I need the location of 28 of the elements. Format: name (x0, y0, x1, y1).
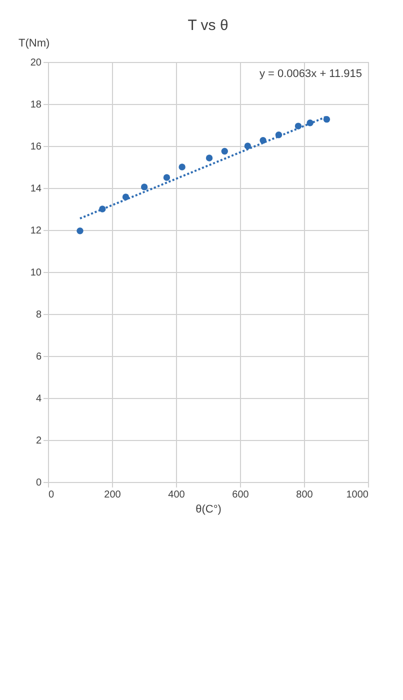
y-tick-label: 14 (30, 184, 42, 194)
point (244, 142, 252, 150)
chart-title: T vs θ (188, 17, 228, 34)
y-tick-label: 10 (30, 268, 42, 278)
y-tick-label: 8 (36, 310, 42, 320)
point (178, 164, 186, 170)
y-tick-label: 20 (30, 58, 42, 68)
annotation: y = 0.0063x + 11.915 (259, 68, 362, 80)
y-tick-label: 6 (36, 352, 42, 362)
point (140, 184, 148, 190)
y-tick-label: 12 (30, 226, 42, 236)
y-tick-label: 0 (36, 478, 42, 488)
x-tick-label: 0 (48, 490, 54, 500)
y-tick-label: 4 (36, 394, 42, 404)
y-tick-label: 2 (36, 436, 42, 446)
y-tick-label: 18 (30, 100, 42, 110)
x-tick-label: 200 (104, 490, 122, 500)
point (221, 148, 228, 155)
x-tick-label: 400 (168, 490, 186, 500)
point (76, 227, 84, 234)
x-tick-label: 1000 (346, 490, 369, 500)
x-tick-label: 600 (232, 490, 250, 500)
y-tick-label: 16 (30, 142, 42, 152)
point (163, 174, 170, 181)
y-axis-title: T(Nm) (18, 38, 50, 50)
point (206, 154, 213, 162)
x-tick-label: 800 (296, 490, 314, 500)
x-axis-title: θ(C°) (196, 504, 222, 516)
